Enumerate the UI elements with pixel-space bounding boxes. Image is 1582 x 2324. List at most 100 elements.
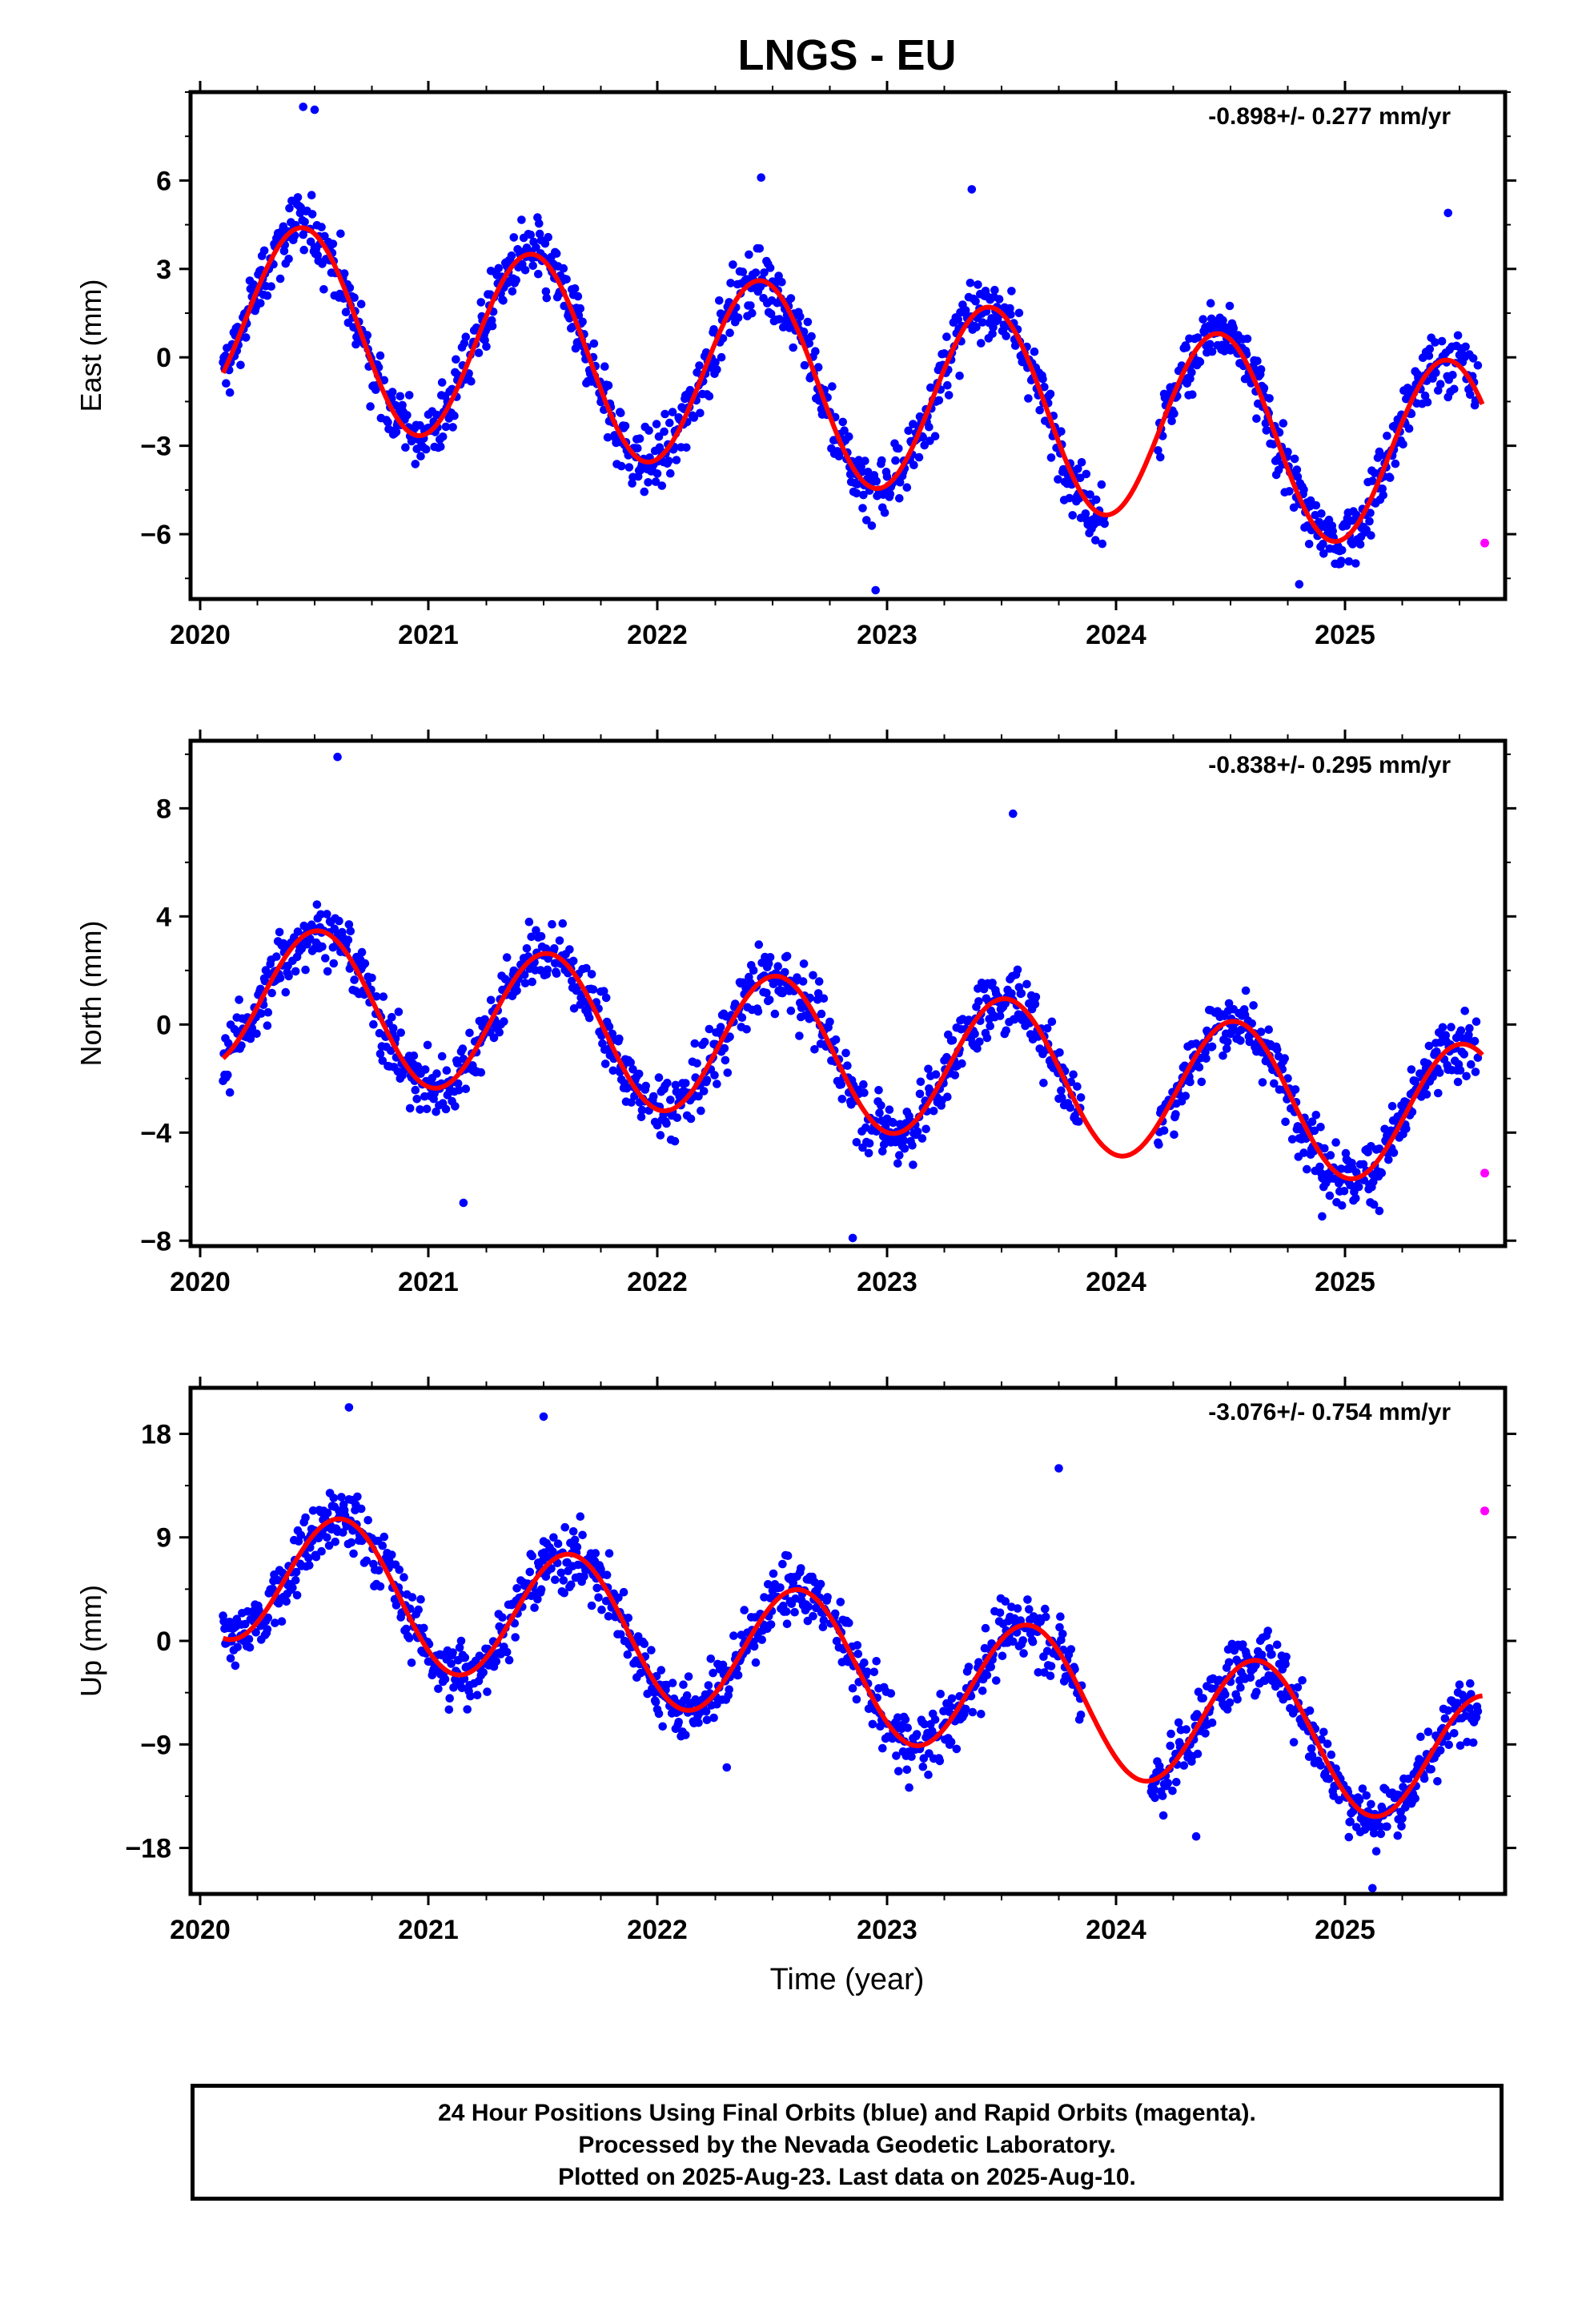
final-orbit-point (1013, 965, 1022, 975)
panel-up: 18 9 0 −9 −18 2020 2021 2022 2023 2024 2025 Up (mm)… (74, 1377, 1516, 1945)
model-fit-line (222, 1516, 1484, 1819)
final-orbit-point (1265, 394, 1274, 403)
final-orbit-point (350, 293, 359, 303)
final-orbit-point (966, 279, 975, 287)
final-orbit-point (1448, 371, 1457, 380)
final-orbit-point (1042, 1023, 1052, 1033)
final-orbit-point (988, 329, 997, 339)
final-orbit-point (909, 1160, 917, 1169)
final-orbit-point (600, 1059, 610, 1068)
final-orbit-point (1460, 1050, 1468, 1059)
final-orbit-point (1001, 1597, 1010, 1606)
footer-line-2: Processed by the Nevada Geodetic Laborat… (578, 2132, 1116, 2158)
final-orbit-point (541, 944, 551, 953)
final-orbit-point (1423, 1727, 1433, 1736)
final-orbit-point (504, 1655, 514, 1665)
final-orbit-point (341, 308, 351, 317)
final-orbit-point (1346, 1817, 1355, 1826)
final-orbit-point (403, 411, 412, 420)
final-orbit-point (337, 1493, 346, 1502)
final-orbit-point (445, 1694, 454, 1703)
final-orbit-point (572, 1542, 582, 1552)
final-orbit-point (304, 1554, 313, 1562)
final-orbit-point (877, 1101, 885, 1110)
final-orbit-point (404, 391, 414, 400)
y-tick-label: 0 (156, 1010, 171, 1040)
final-orbit-point (1262, 426, 1271, 435)
final-orbit-point (1253, 356, 1262, 366)
final-orbit-point (1074, 464, 1082, 473)
final-orbit-point (1420, 391, 1430, 400)
final-orbit-point (1069, 1070, 1078, 1080)
final-orbit-point (1342, 521, 1351, 530)
final-orbit-point (532, 243, 540, 252)
rate-label: -3.076+/- 0.754 mm/yr (1208, 1399, 1451, 1425)
final-orbit-point (799, 959, 809, 968)
final-orbit-point (913, 1127, 922, 1136)
final-orbit-point (868, 1719, 877, 1729)
final-orbit-point (701, 1707, 711, 1716)
final-orbit-point (901, 1715, 910, 1724)
final-orbit-point (961, 306, 970, 315)
final-orbit-point (432, 1069, 441, 1078)
final-orbit-point (1280, 1054, 1289, 1063)
final-orbit-point (508, 287, 517, 296)
final-orbit-point (387, 1046, 396, 1055)
final-orbit-point (1282, 1652, 1291, 1662)
final-orbit-point (1023, 1595, 1032, 1604)
final-orbit-point (1368, 1884, 1377, 1893)
y-tick-label: 3 (156, 255, 171, 285)
final-orbit-point (1370, 468, 1379, 478)
final-orbit-point (757, 173, 765, 182)
final-orbit-point (317, 223, 326, 231)
final-orbit-point (982, 1671, 992, 1680)
final-orbit-point (1207, 347, 1217, 356)
final-orbit-point (1028, 1637, 1038, 1647)
final-orbit-point (964, 1663, 974, 1671)
final-orbit-point (472, 1691, 482, 1699)
rapid-orbit-point (1480, 1506, 1489, 1516)
final-orbit-point (1304, 540, 1314, 549)
final-orbit-point (917, 1134, 927, 1143)
final-orbit-point (716, 1023, 725, 1031)
final-orbit-point (1311, 501, 1321, 510)
rate-label: -0.838+/- 0.295 mm/yr (1208, 752, 1451, 778)
final-orbit-point (1197, 1077, 1207, 1087)
final-orbit-point (407, 1659, 416, 1667)
final-orbit-point (306, 934, 315, 943)
final-orbit-point (235, 995, 243, 1004)
final-orbit-point (1009, 809, 1018, 818)
final-orbit-point (986, 1663, 995, 1671)
final-orbit-point (620, 421, 630, 431)
final-orbit-point (369, 1019, 378, 1029)
final-orbit-point (973, 1044, 982, 1053)
final-orbit-point (592, 1583, 601, 1593)
final-orbit-point (378, 1541, 387, 1550)
final-orbit-point (292, 1590, 302, 1600)
final-orbit-point (666, 468, 675, 478)
final-orbit-point (946, 1702, 955, 1711)
final-orbit-point (411, 1085, 420, 1095)
final-orbit-point (1082, 469, 1091, 479)
final-orbit-point (836, 1598, 845, 1606)
final-orbit-point (1452, 1699, 1462, 1707)
plot-frame (188, 738, 1508, 1248)
final-orbit-point (875, 1108, 884, 1117)
final-orbit-point (1249, 1001, 1258, 1010)
final-orbit-point (1172, 1778, 1181, 1787)
x-tick-label: 2021 (398, 620, 459, 650)
final-orbit-point (223, 1070, 232, 1080)
final-orbit-point (602, 1570, 612, 1579)
final-orbit-point (293, 193, 303, 202)
final-orbit-point (409, 1051, 419, 1060)
final-orbit-point (720, 1043, 729, 1053)
final-orbit-point (1461, 342, 1470, 352)
final-orbit-point (859, 1080, 868, 1089)
final-orbit-point (853, 1650, 863, 1659)
final-orbit-point (882, 472, 892, 481)
final-orbit-point (853, 1641, 862, 1650)
final-orbit-point (388, 1023, 398, 1033)
final-orbit-point (1369, 1177, 1378, 1187)
final-orbit-point (1257, 1651, 1267, 1659)
final-orbit-point (1174, 1718, 1183, 1727)
